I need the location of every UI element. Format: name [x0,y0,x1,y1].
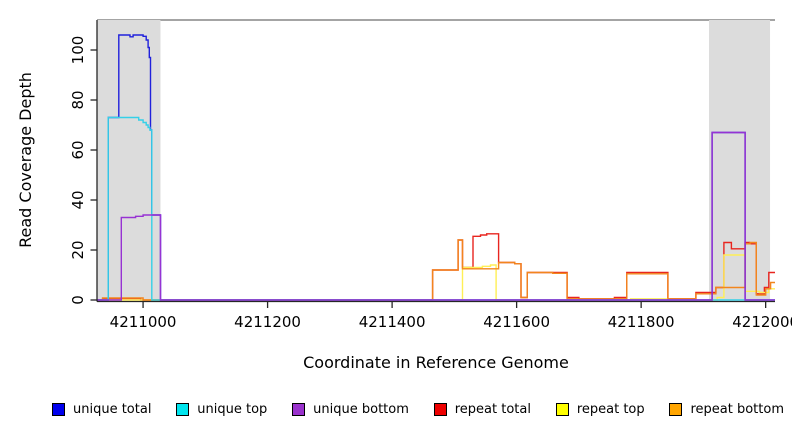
axes-layer: 4211000 4211200 4211400 4211600 4211800 42120… [69,20,792,331]
legend-item-repeat-total: repeat total [433,401,531,417]
series-repeat-bottom-line [97,239,775,301]
shaded-region-2 [709,20,771,300]
legend-item-unique-total: unique total [52,402,151,417]
x-tick-label: 4211800 [608,313,675,331]
legend-label: unique top [197,401,268,417]
legend-label: unique bottom [313,401,409,417]
y-tick-label: 0 [69,295,87,305]
series-unique-bottom-line [97,131,775,301]
y-tick-label: 60 [69,140,87,159]
series-unique-top-line [97,116,775,301]
series-repeat-top-line [97,254,775,301]
legend-swatch-repeat-total [433,402,447,416]
y-tick-label: 80 [69,90,87,109]
series-unique-total-line [97,34,775,301]
legend: unique total unique top unique bottom repea… [52,397,784,421]
x-axis-label: Coordinate in Reference Genome [303,353,569,372]
legend-swatch-unique-top [176,402,190,416]
x-tick-label: 4211000 [110,313,177,331]
legend-swatch-unique-bottom [292,402,306,416]
legend-item-unique-top: unique top [176,402,267,417]
series-layer [97,34,775,301]
coverage-plot: 4211000 4211200 4211400 4211600 4211800 42120… [16,19,792,372]
y-tick-label: 40 [69,190,87,209]
x-tick-label: 4211400 [359,313,426,331]
legend-swatch-unique-total [52,402,65,416]
legend-label: repeat bottom [690,401,784,417]
y-tick-label: 100 [69,36,87,65]
legend-item-unique-bottom: unique bottom [292,402,409,417]
y-tick-label: 20 [69,240,87,259]
x-tick-label: 4211600 [483,313,550,331]
shaded-regions-layer [97,19,775,300]
legend-item-repeat-top: repeat top [555,401,645,417]
series-repeat-total-line [97,233,775,301]
x-tick-label: 4211200 [234,313,301,331]
legend-swatch-repeat-bottom [669,402,683,416]
legend-swatch-repeat-top [555,402,569,416]
legend-label: unique total [73,401,152,417]
y-axis-label: Read Coverage Depth [16,72,35,248]
legend-label: repeat total [454,401,531,417]
legend-label: repeat top [576,401,645,417]
legend-item-repeat-bottom: repeat bottom [669,402,784,417]
